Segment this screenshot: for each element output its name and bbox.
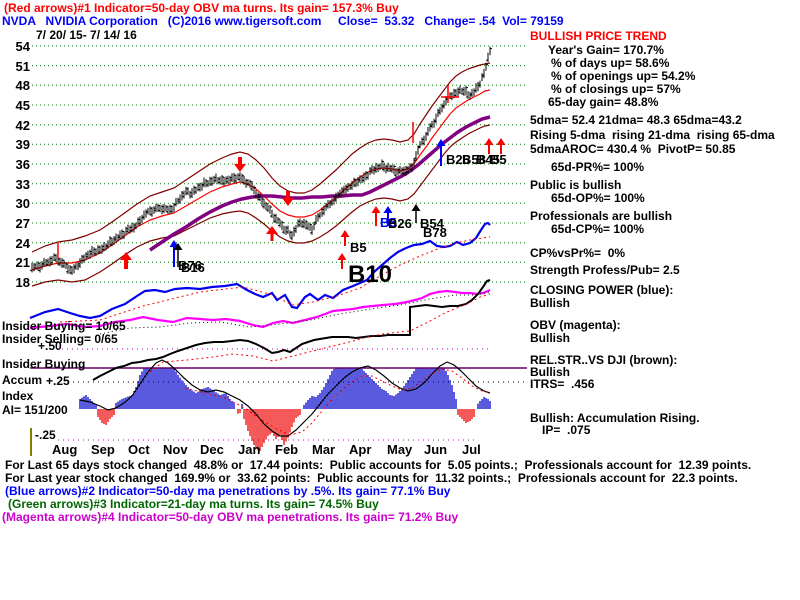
signal-header-red: (Red arrows)#1 Indicator=50-day OBV ma t… [4,1,399,15]
upper-band [31,62,491,253]
accum-envelope [79,359,491,437]
signal-annotation: B76 [178,258,202,273]
signal-arrow-up [371,206,381,213]
signal-annotation: B45 [476,152,500,167]
signal-arrow-up [383,206,393,213]
signal-annotation: B78 [423,225,447,240]
ma-21 [31,89,491,271]
signal-arrow-up [266,226,278,234]
signal-annotation: B16 [181,260,205,275]
signal-arrow-up [120,252,132,260]
signal-annotation: B26 [446,152,470,167]
accum-ma [184,368,491,436]
obv-ma [99,291,491,335]
signal-arrow-up [340,230,350,237]
signal-arrow-up [173,243,183,250]
signal-annotation: B58 [462,152,486,167]
symbol-header: NVDA NVIDIA Corporation (C)2016 www.tige… [2,14,564,28]
signal-arrow-down [234,164,246,172]
obv [29,289,491,330]
rel-str [92,279,491,381]
closing-power-ma [59,236,491,323]
signal-arrow-up [169,240,179,247]
signal-arrow-down [282,198,294,206]
signal-annotation: B54 [420,216,445,231]
signal-annotation: B26 [388,216,412,231]
signal-annotation: B10 [348,261,392,288]
closing-power [29,221,491,320]
signal-arrow-up [337,253,347,260]
signal-arrow-up [496,138,506,145]
signal-arrow-up [484,138,494,145]
signal-annotation: B5 [350,240,367,255]
signal-annotation: B5 [380,215,397,230]
signal-arrow-up [411,204,421,211]
date-range-label: 7/ 20/ 15- 7/ 14/ 16 [36,28,137,42]
rel-str-ma [149,293,491,373]
signal-arrow-up [436,139,446,146]
signal-annotation: B5 [490,152,507,167]
